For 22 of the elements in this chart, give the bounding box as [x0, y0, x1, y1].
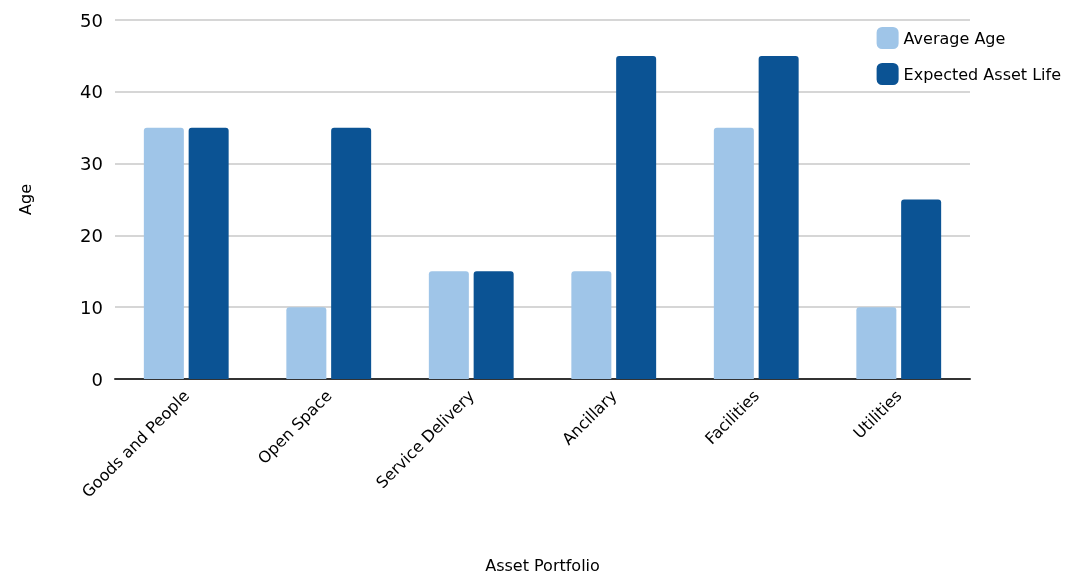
bar: [428, 271, 469, 379]
y-tick-label: 30: [80, 153, 103, 175]
bar: [331, 127, 372, 379]
bar: [188, 127, 229, 379]
bar: [901, 199, 942, 379]
bar: [571, 271, 612, 379]
y-tick-label: 0: [91, 368, 103, 390]
bar: [856, 307, 897, 379]
y-tick-label: 20: [80, 224, 103, 246]
legend-label: Average Age: [903, 28, 1006, 48]
bar: [473, 271, 514, 379]
y-tick-label: 50: [80, 9, 103, 31]
legend-label: Expected Asset Life: [903, 64, 1061, 84]
x-axis-title: Asset Portfolio: [485, 555, 600, 575]
bar: [616, 55, 657, 379]
y-tick-label: 10: [80, 296, 103, 318]
y-axis-title: Age: [15, 184, 35, 215]
y-tick-label: 40: [80, 81, 103, 103]
bar: [758, 55, 799, 379]
bar: [143, 127, 184, 379]
bar: [713, 127, 754, 379]
bar: [286, 307, 327, 379]
